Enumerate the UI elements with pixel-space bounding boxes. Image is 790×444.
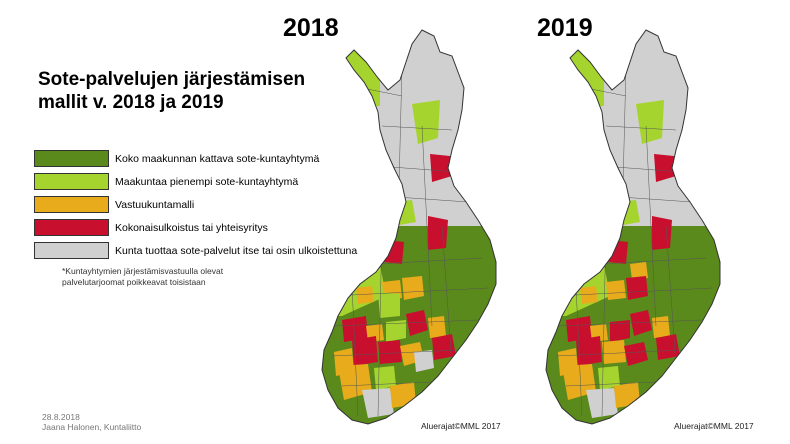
legend-swatch (34, 219, 109, 236)
legend-item-ulkoistus: Kokonaisulkoistus tai yhteisyritys (34, 216, 357, 239)
footnote: *Kuntayhtymien järjestämisvastuulla olev… (62, 266, 224, 287)
map-year-2019: 2019 (537, 14, 593, 42)
legend-item-vastuukunta: Vastuukuntamalli (34, 193, 357, 216)
legend-label: Kokonaisulkoistus tai yhteisyritys (115, 221, 268, 234)
date-stamp: 28.8.2018 (42, 412, 80, 422)
legend-swatch (34, 173, 109, 190)
legend-swatch (34, 150, 109, 167)
finland-map-2019 (545, 29, 721, 425)
legend-label: Maakuntaa pienempi sote-kuntayhtymä (115, 175, 299, 188)
author-credit: Jaana Halonen, Kuntaliitto (42, 422, 142, 432)
map-year-2018: 2018 (283, 14, 339, 42)
page-title: Sote-palvelujen järjestämisen mallit v. … (38, 69, 306, 113)
legend-swatch (34, 242, 109, 259)
legend-item-kunta-itse: Kunta tuottaa sote-palvelut itse tai osi… (34, 239, 357, 262)
legend-label: Vastuukuntamalli (115, 198, 195, 211)
legend-swatch (34, 196, 109, 213)
legend-item-pienempi: Maakuntaa pienempi sote-kuntayhtymä (34, 170, 357, 193)
legend-label: Koko maakunnan kattava sote-kuntayhtymä (115, 152, 320, 165)
legend: Koko maakunnan kattava sote-kuntayhtymä … (34, 147, 357, 262)
finland-map-2018 (321, 29, 497, 425)
map-attribution-2018: Aluerajat©MML 2017 (421, 421, 501, 431)
legend-item-koko-maakunta: Koko maakunnan kattava sote-kuntayhtymä (34, 147, 357, 170)
map-attribution-2019: Aluerajat©MML 2017 (674, 421, 754, 431)
legend-label: Kunta tuottaa sote-palvelut itse tai osi… (115, 244, 358, 257)
